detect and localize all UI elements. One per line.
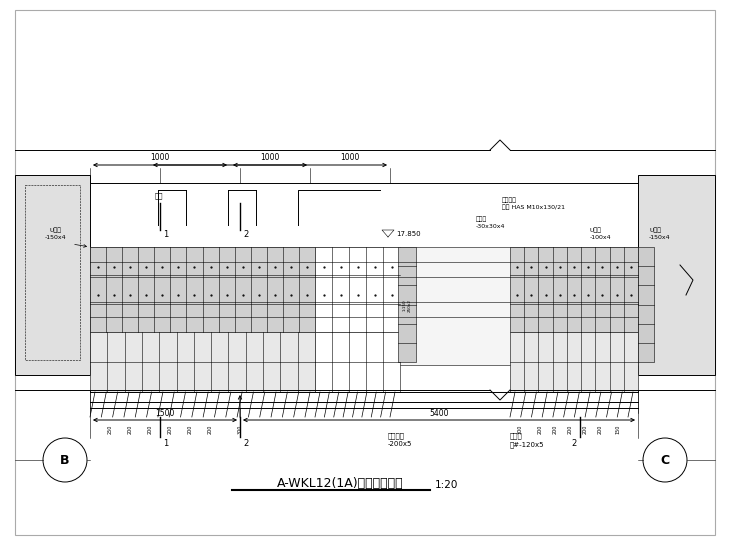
Text: -100x4: -100x4 — [590, 235, 612, 240]
Text: 200: 200 — [583, 425, 588, 434]
Text: 1000: 1000 — [340, 153, 360, 162]
Bar — [315, 247, 400, 332]
Text: A-WKL12(1A)粘钢加固图一: A-WKL12(1A)粘钢加固图一 — [277, 477, 403, 490]
Text: 1500: 1500 — [155, 409, 174, 418]
Text: 太稀: 太稀 — [155, 192, 164, 198]
Text: -150x4: -150x4 — [649, 235, 671, 240]
Text: C: C — [661, 453, 669, 467]
Text: 200: 200 — [567, 425, 572, 434]
Text: 5400: 5400 — [429, 409, 449, 418]
Text: 200: 200 — [207, 425, 212, 434]
Text: 1000: 1000 — [261, 153, 280, 162]
Text: 化学锚栓: 化学锚栓 — [502, 197, 517, 203]
Text: 200: 200 — [597, 425, 602, 434]
Bar — [398, 247, 416, 362]
Bar — [638, 175, 715, 375]
Bar — [90, 332, 315, 392]
Text: U型箍: U型箍 — [649, 227, 661, 233]
Text: 1: 1 — [163, 230, 168, 239]
Bar — [510, 332, 638, 392]
Bar — [90, 247, 315, 332]
Text: 基材 HAS M10x130/21: 基材 HAS M10x130/21 — [502, 204, 565, 210]
Text: 2: 2 — [572, 439, 577, 448]
Text: U型箍: U型箍 — [49, 227, 61, 233]
Bar — [510, 247, 638, 332]
Text: 200: 200 — [147, 425, 153, 434]
Text: 200: 200 — [188, 425, 193, 434]
Text: 300: 300 — [518, 425, 523, 434]
Text: 1000: 1000 — [150, 153, 169, 162]
Text: 250: 250 — [107, 425, 112, 434]
Text: 150: 150 — [615, 425, 620, 434]
Text: 17.850: 17.850 — [396, 231, 420, 237]
Text: 钢板条: 钢板条 — [510, 432, 523, 439]
Text: 加固钢板: 加固钢板 — [388, 432, 405, 439]
Bar — [90, 247, 638, 365]
Text: 200: 200 — [128, 425, 133, 434]
Text: 200: 200 — [167, 425, 172, 434]
Text: -150x4: -150x4 — [45, 235, 66, 240]
Text: 200: 200 — [553, 425, 558, 434]
Text: 2: 2 — [243, 439, 248, 448]
Text: B: B — [61, 453, 70, 467]
Text: 1:20: 1:20 — [435, 480, 458, 490]
Text: U型箍: U型箍 — [590, 227, 602, 233]
Text: 300: 300 — [237, 425, 242, 434]
Bar — [638, 247, 654, 362]
Text: 两#-120x5: 两#-120x5 — [510, 441, 545, 447]
Text: 200: 200 — [537, 425, 542, 434]
Text: -200x5: -200x5 — [388, 441, 412, 447]
Text: 1:150
250x2: 1:150 250x2 — [403, 299, 411, 312]
Text: 2: 2 — [243, 230, 248, 239]
Bar — [315, 332, 400, 392]
Bar — [15, 175, 90, 375]
Text: -30x30x4: -30x30x4 — [476, 224, 505, 229]
Bar — [25, 185, 80, 360]
Text: 1: 1 — [163, 439, 168, 448]
Text: 钢板块: 钢板块 — [476, 216, 487, 222]
